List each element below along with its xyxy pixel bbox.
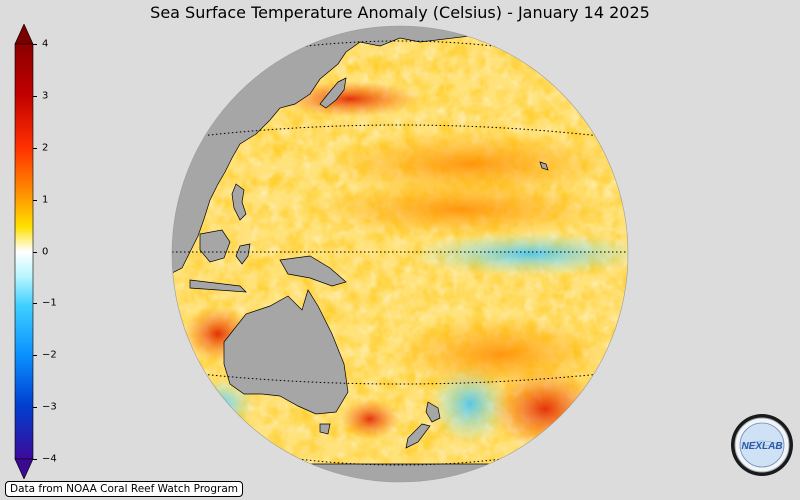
colorbar-top-arrow	[14, 24, 34, 45]
colorbar-tick-mark	[33, 459, 37, 460]
land-tasmania	[319, 423, 331, 435]
land-philippines	[231, 183, 247, 221]
hot-anomaly-kuroshio	[280, 81, 420, 117]
logo-text: NEXLAB	[741, 441, 782, 452]
land-new-zealand-south	[405, 423, 431, 449]
globe-map	[171, 25, 629, 483]
data-credit: Data from NOAA Coral Reef Watch Program	[5, 481, 243, 497]
colorbar-tick-label: 3	[42, 90, 49, 102]
land-japan	[319, 77, 347, 109]
land-new-guinea	[279, 255, 347, 287]
warm-anomaly-south-central	[390, 314, 610, 394]
colorbar-tick-mark	[33, 147, 37, 149]
colorbar-tick-mark	[33, 95, 37, 97]
colorbar-tick-mark	[33, 303, 37, 305]
colorbar-tick-label: 0	[42, 246, 49, 257]
map-title: Sea Surface Temperature Anomaly (Celsius…	[150, 3, 650, 22]
colorbar-tick-label: −2	[42, 349, 57, 361]
colorbar-tick-label: 2	[42, 142, 49, 154]
land-new-zealand-north	[425, 401, 441, 423]
colorbar-tick-mark	[33, 355, 37, 357]
land-australia	[223, 289, 349, 415]
nexlab-logo: NEXLAB	[731, 414, 793, 476]
land-borneo	[199, 229, 231, 263]
latitude-line-30n	[199, 124, 601, 137]
colorbar-tick-mark	[33, 44, 37, 45]
colorbar-tick-label: 1	[42, 194, 49, 206]
cool-anomaly-equatorial	[410, 232, 628, 276]
land-java	[189, 279, 247, 293]
colorbar-bottom-arrow	[14, 458, 34, 479]
colorbar-tick-label: −4	[42, 453, 57, 465]
land-antarctica	[289, 463, 511, 482]
colorbar-tick-mark	[33, 251, 37, 253]
colorbar-tick-label: −3	[42, 401, 57, 413]
land-sulawesi	[235, 243, 251, 265]
hot-anomaly-tasman	[340, 399, 400, 439]
colorbar-tick-label: 4	[42, 38, 49, 50]
colorbar-tick-mark	[33, 199, 37, 201]
colorbar	[14, 24, 34, 479]
colorbar-tick-mark	[33, 407, 37, 409]
land-hawaii	[539, 161, 549, 171]
latitude-line-30s	[199, 373, 601, 385]
globe-outline	[171, 25, 629, 483]
warm-anomaly-tropical	[310, 179, 610, 239]
colorbar-gradient	[14, 43, 34, 460]
graticule	[172, 40, 628, 466]
colorbar-tick-label: −1	[42, 297, 57, 309]
warm-anomaly-north-band	[320, 129, 620, 199]
